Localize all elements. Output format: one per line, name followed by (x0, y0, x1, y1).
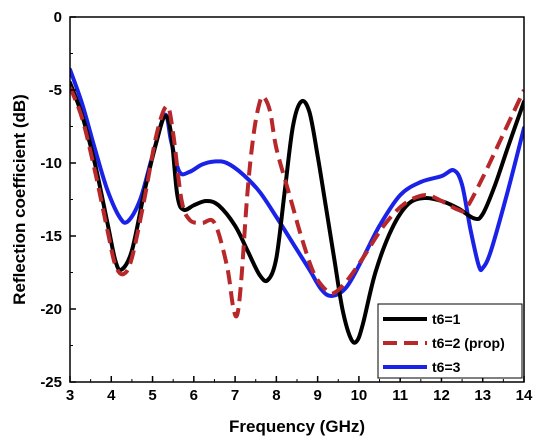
y-tick-label: -15 (40, 228, 62, 245)
x-tick-label: 9 (313, 387, 321, 404)
axis-ticks (69, 16, 525, 383)
axis-tick-labels: 3 4 5 6 7 8 9 10 11 12 13 14 0 -5 -10 -15 -20 -25 (40, 9, 533, 404)
x-tick-label: 8 (272, 387, 280, 404)
x-tick-label: 14 (516, 387, 533, 404)
y-tick-label: -5 (49, 82, 62, 99)
y-tick-label: -10 (40, 155, 62, 172)
legend-label-2: t6=2 (prop) (432, 335, 505, 351)
x-tick-label: 12 (433, 387, 450, 404)
series-line-3 (70, 67, 524, 298)
legend-label-1: t6=1 (432, 311, 461, 327)
y-axis-title: Reflection coefficient (dB) (10, 94, 29, 305)
x-tick-label: 7 (231, 387, 239, 404)
y-tick-label: -20 (40, 301, 62, 318)
legend: t6=1 t6=2 (prop) t6=3 (377, 303, 523, 379)
x-tick-label: 4 (107, 387, 116, 404)
legend-label-3: t6=3 (432, 359, 461, 375)
x-tick-label: 3 (66, 387, 74, 404)
x-tick-label: 10 (351, 387, 368, 404)
x-tick-label: 11 (392, 387, 408, 404)
x-tick-label: 5 (148, 387, 156, 404)
y-tick-label: 0 (54, 9, 62, 26)
series-layer (70, 67, 524, 345)
y-tick-label: -25 (40, 374, 62, 391)
x-tick-label: 13 (474, 387, 491, 404)
series-line-2 (70, 86, 524, 319)
x-axis-title: Frequency (GHz) (229, 417, 365, 436)
x-tick-label: 6 (190, 387, 198, 404)
